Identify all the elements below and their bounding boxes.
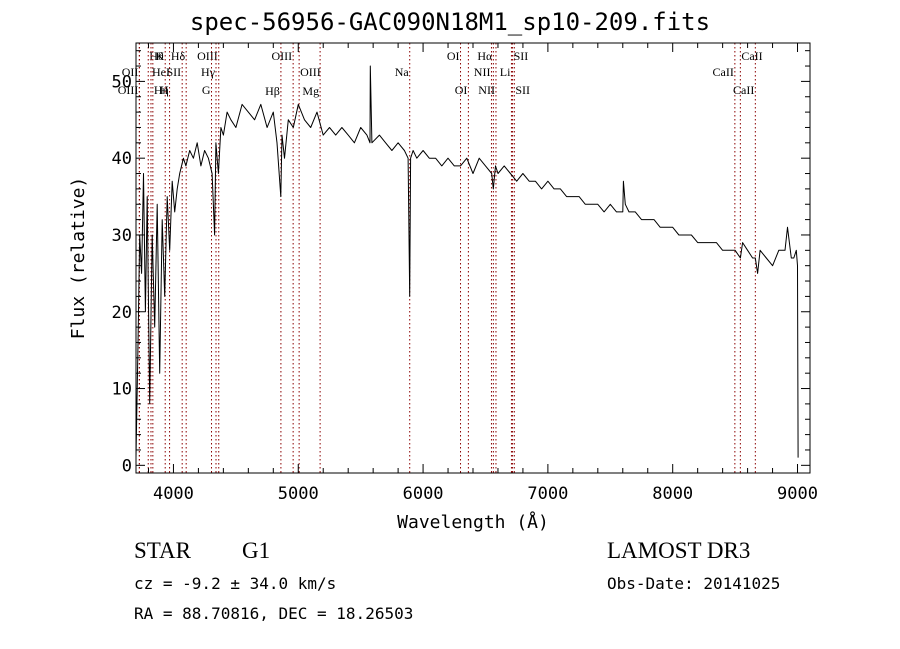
y-tick-label-30: 30 <box>112 226 132 246</box>
tick-labels: 4000 5000 6000 7000 8000 9000 0 10 20 30 40 50 <box>112 72 818 504</box>
marker-label-7: H <box>160 83 169 97</box>
marker-label-20: NII <box>474 65 491 79</box>
object-class: STAR <box>134 538 191 563</box>
marker-label-5: K <box>156 49 165 63</box>
y-axis-label: Flux (relative) <box>68 177 89 340</box>
plot-frame <box>135 42 811 474</box>
marker-label-26: CaII <box>713 65 734 79</box>
y-tick-label-40: 40 <box>112 149 132 169</box>
marker-label-16: Na <box>395 65 410 79</box>
marker-label-12: Hβ <box>265 84 280 98</box>
marker-label-21: NII <box>478 83 495 97</box>
y-tick-label-0: 0 <box>122 456 132 476</box>
marker-label-13: OIII <box>271 49 292 63</box>
axis-ticks <box>136 43 810 473</box>
x-tick-label-4000: 4000 <box>153 484 194 504</box>
marker-label-17: OI <box>447 49 460 63</box>
marker-label-8: Hδ <box>171 49 186 63</box>
marker-label-11: G <box>202 83 211 97</box>
marker-label-25: CaII <box>741 49 762 63</box>
marker-label-22: SII <box>514 49 529 63</box>
marker-label-27: CaII <box>733 83 754 97</box>
marker-label-14: OIII <box>300 65 321 79</box>
marker-label-6: SII <box>167 65 182 79</box>
coordinates: RA = 88.70816, DEC = 18.26503 <box>134 604 414 623</box>
marker-label-4: Hη <box>154 83 169 97</box>
marker-label-9: OIII <box>197 49 218 63</box>
obs-date: Obs-Date: 20141025 <box>607 574 781 593</box>
marker-label-19: Hα <box>477 49 493 63</box>
spectrum-series <box>135 65 799 458</box>
chart-title: spec-56956-GAC090N18M1_sp10-209.fits <box>189 8 711 36</box>
marker-label-1: OII <box>122 65 139 79</box>
object-subclass: G1 <box>242 538 271 563</box>
x-tick-label-7000: 7000 <box>527 484 568 504</box>
redshift-info: cz = -9.2 ± 34.0 km/s <box>134 574 337 593</box>
survey-name: LAMOST DR3 <box>607 538 751 563</box>
x-tick-label-9000: 9000 <box>777 484 818 504</box>
x-tick-label-8000: 8000 <box>652 484 693 504</box>
marker-label-2: OIII <box>118 83 139 97</box>
y-tick-label-10: 10 <box>112 380 132 400</box>
y-tick-label-20: 20 <box>112 303 132 323</box>
marker-label-24: SII <box>515 83 530 97</box>
x-axis-label: Wavelength (Å) <box>397 511 549 533</box>
y-tick-label-50: 50 <box>112 72 132 92</box>
spectrum-line-0 <box>135 65 799 458</box>
x-tick-label-6000: 6000 <box>403 484 444 504</box>
marker-label-23: Li <box>500 65 511 79</box>
marker-label-10: Hγ <box>201 65 216 79</box>
marker-label-18: OI <box>455 83 468 97</box>
x-tick-label-5000: 5000 <box>278 484 319 504</box>
marker-label-15: Mg <box>302 84 319 98</box>
